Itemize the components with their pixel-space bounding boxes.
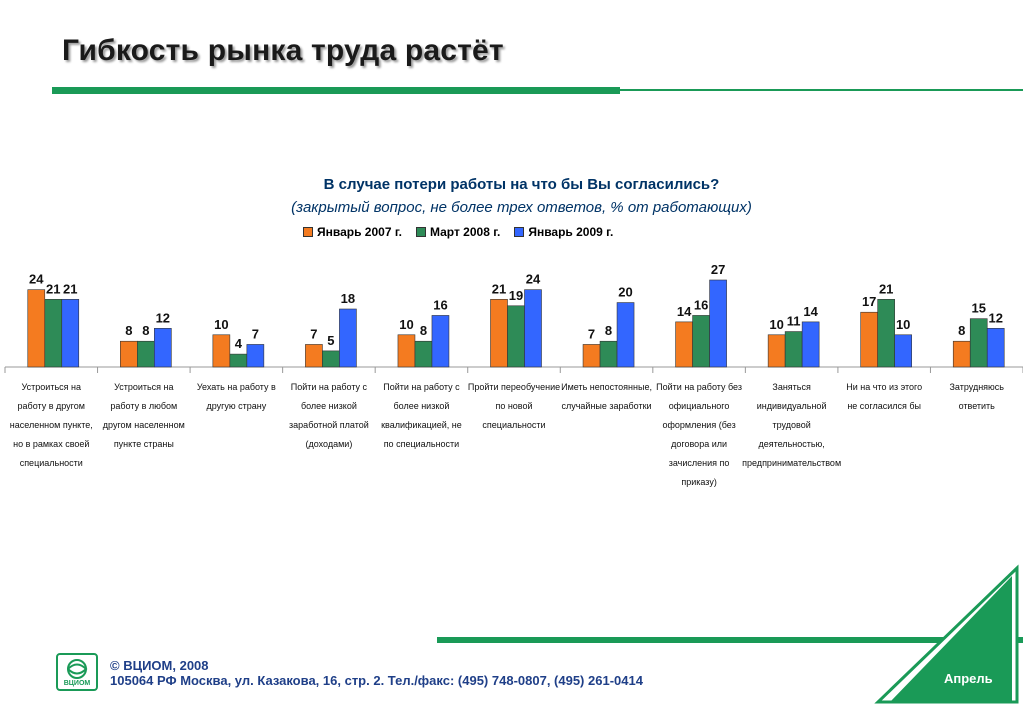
category-label: Затрудняюсь ответить	[949, 382, 1004, 411]
data-label: 21	[879, 281, 893, 296]
category-label: Иметь непостоянные, случайные заработки	[561, 382, 652, 411]
data-label: 5	[327, 333, 334, 348]
data-label: 4	[235, 336, 243, 351]
chart-question: В случае потери работы на что бы Вы согл…	[323, 176, 720, 193]
legend-swatch	[514, 227, 525, 237]
data-label: 8	[125, 323, 132, 338]
chart-legend: Январь 2007 г. Март 2008 г. Январь 2009 г.	[303, 224, 613, 240]
bar	[431, 315, 450, 368]
vciom-logo: ВЦИОМ	[56, 653, 98, 691]
legend-swatch	[303, 227, 313, 237]
bar	[524, 289, 542, 368]
category-label: Устроиться на работу в любом другом населе…	[103, 382, 185, 449]
bar	[801, 321, 820, 368]
legend-label: Март 2008 г.	[429, 225, 501, 239]
data-label: 12	[156, 310, 170, 325]
bar	[154, 328, 172, 368]
data-label: 7	[310, 326, 317, 341]
legend-swatch	[415, 227, 426, 237]
data-label: 24	[29, 272, 44, 287]
bar	[61, 299, 80, 368]
data-label: 17	[862, 294, 876, 309]
footer-divider	[437, 637, 1023, 643]
data-label: 10	[214, 317, 228, 332]
bar	[877, 299, 895, 368]
data-label: 12	[988, 310, 1002, 325]
bar	[246, 344, 265, 368]
data-label: 7	[252, 326, 259, 341]
data-label: 8	[420, 323, 427, 338]
data-label: 18	[341, 291, 355, 306]
data-label: 21	[46, 281, 60, 296]
data-label: 20	[618, 285, 632, 300]
data-label: 11	[787, 314, 801, 329]
footer-address: 105064 РФ Москва, ул. Казакова, 16, стр.…	[110, 673, 643, 688]
bar	[212, 334, 231, 368]
data-label: 15	[971, 301, 985, 316]
data-label: 14	[803, 304, 818, 319]
month-label: Апрель	[944, 671, 993, 686]
bar	[616, 302, 635, 368]
data-label: 8	[958, 323, 965, 338]
category-label: Пойти на работу с более низкой заработной …	[289, 382, 369, 449]
category-label: Пойти на работу с более низкой квалификаци…	[381, 382, 462, 449]
data-label: 16	[694, 297, 708, 312]
data-label: 24	[526, 272, 541, 287]
category-label: Устроиться на работу в другом населенном п…	[10, 382, 93, 468]
data-label: 27	[711, 262, 725, 277]
bar	[894, 334, 912, 368]
slide-title: Гибкость рынка труда растёт	[62, 34, 504, 67]
category-label: Пройти переобучение по новой специальности	[468, 382, 560, 430]
chart-subtitle: (закрытый вопрос, не более трех ответов,…	[291, 199, 752, 216]
category-label: Уехать на работу в другую страну	[197, 382, 276, 411]
data-label: 14	[677, 304, 692, 319]
data-label: 10	[896, 317, 910, 332]
data-label: 7	[588, 326, 595, 341]
data-label: 10	[399, 317, 413, 332]
logo-text: ВЦИОМ	[63, 680, 91, 687]
bar	[339, 308, 357, 368]
legend-item: Январь 2007 г.	[303, 225, 402, 239]
data-label: 19	[509, 288, 523, 303]
category-label: Пойти на работу без официального оформлени…	[656, 382, 742, 487]
data-label: 21	[63, 281, 77, 296]
legend-item: Март 2008 г.	[415, 225, 501, 239]
logo-icon	[67, 659, 88, 679]
title-underline-thin	[620, 89, 1023, 91]
data-label: 10	[769, 317, 783, 332]
title-underline-thick	[52, 87, 620, 94]
data-label: 8	[605, 323, 612, 338]
legend-label: Январь 2009 г.	[528, 225, 614, 239]
data-label: 16	[433, 297, 447, 312]
legend-item: Январь 2009 г.	[514, 225, 613, 239]
legend-label: Январь 2007 г.	[317, 225, 402, 239]
category-label: Заняться индивидуальной трудовой деятельнос…	[742, 382, 841, 468]
bar	[986, 328, 1005, 368]
data-label: 21	[492, 281, 506, 296]
footer-copyright: © ВЦИОМ, 2008	[110, 658, 209, 673]
data-label: 8	[142, 323, 149, 338]
bar	[709, 279, 727, 368]
category-label: Ни на что из этого не согласился бы	[846, 382, 922, 411]
